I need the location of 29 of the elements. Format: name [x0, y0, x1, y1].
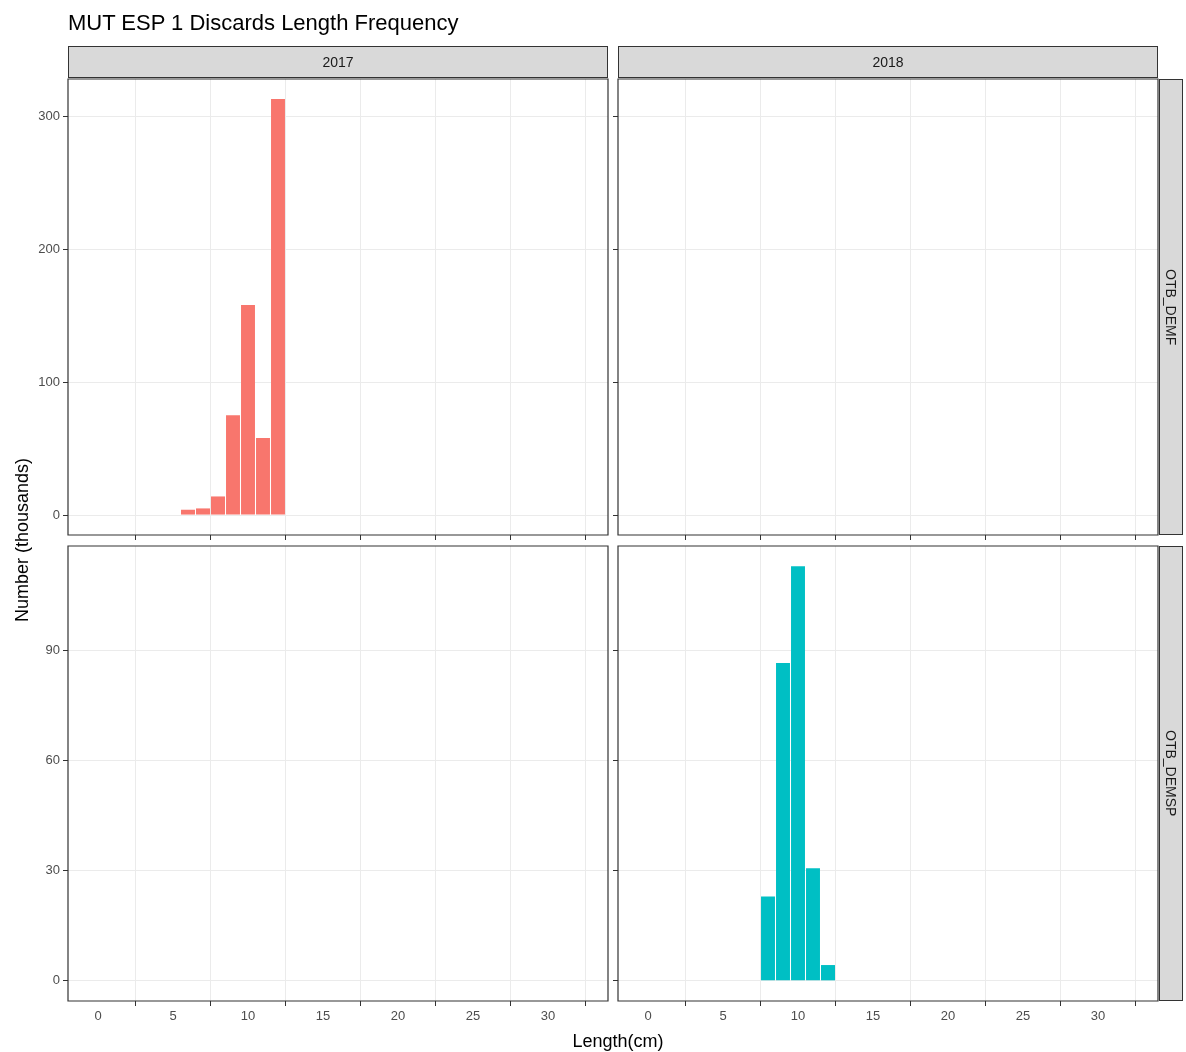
- x-tick-label: 25: [1015, 1008, 1031, 1024]
- x-tick-label: 10: [240, 1008, 256, 1024]
- y-tick-label: 0: [52, 972, 60, 988]
- x-tick-label: 15: [865, 1008, 881, 1024]
- x-axis-title: Length(cm): [572, 1031, 664, 1052]
- y-axis-title: Number (thousands): [11, 457, 33, 623]
- chart-subtitle: 2018: [618, 46, 1158, 78]
- y-tick-label: 200: [38, 240, 60, 256]
- y-tick-label: 90: [45, 642, 60, 658]
- x-tick-label: 0: [94, 1008, 102, 1024]
- x-tick-label: 20: [940, 1008, 956, 1024]
- y2-axis-title: OTB_DEMSP: [1163, 730, 1179, 817]
- x-tick-label: 15: [315, 1008, 331, 1024]
- y-tick-label: 300: [38, 107, 60, 123]
- x-tick-label: 20: [390, 1008, 406, 1024]
- x-tick-label: 30: [1090, 1008, 1106, 1024]
- x-tick-label: 25: [465, 1008, 481, 1024]
- y-tick-label: 30: [45, 862, 60, 878]
- x-tick-label: 0: [644, 1008, 652, 1024]
- x-tick-label: 30: [540, 1008, 556, 1024]
- x-tick-label: 5: [169, 1008, 177, 1024]
- y-tick-label: 0: [52, 506, 60, 522]
- y-tick-label: 100: [38, 373, 60, 389]
- chart-title: MUT ESP 1 Discards Length Frequency: [68, 10, 459, 36]
- y2-axis-title: OTB_DEMF: [1163, 268, 1179, 346]
- x-tick-label: 10: [790, 1008, 806, 1024]
- x-tick-label: 5: [719, 1008, 727, 1024]
- chart-subtitle: 2017: [68, 46, 608, 78]
- y-tick-label: 60: [45, 752, 60, 768]
